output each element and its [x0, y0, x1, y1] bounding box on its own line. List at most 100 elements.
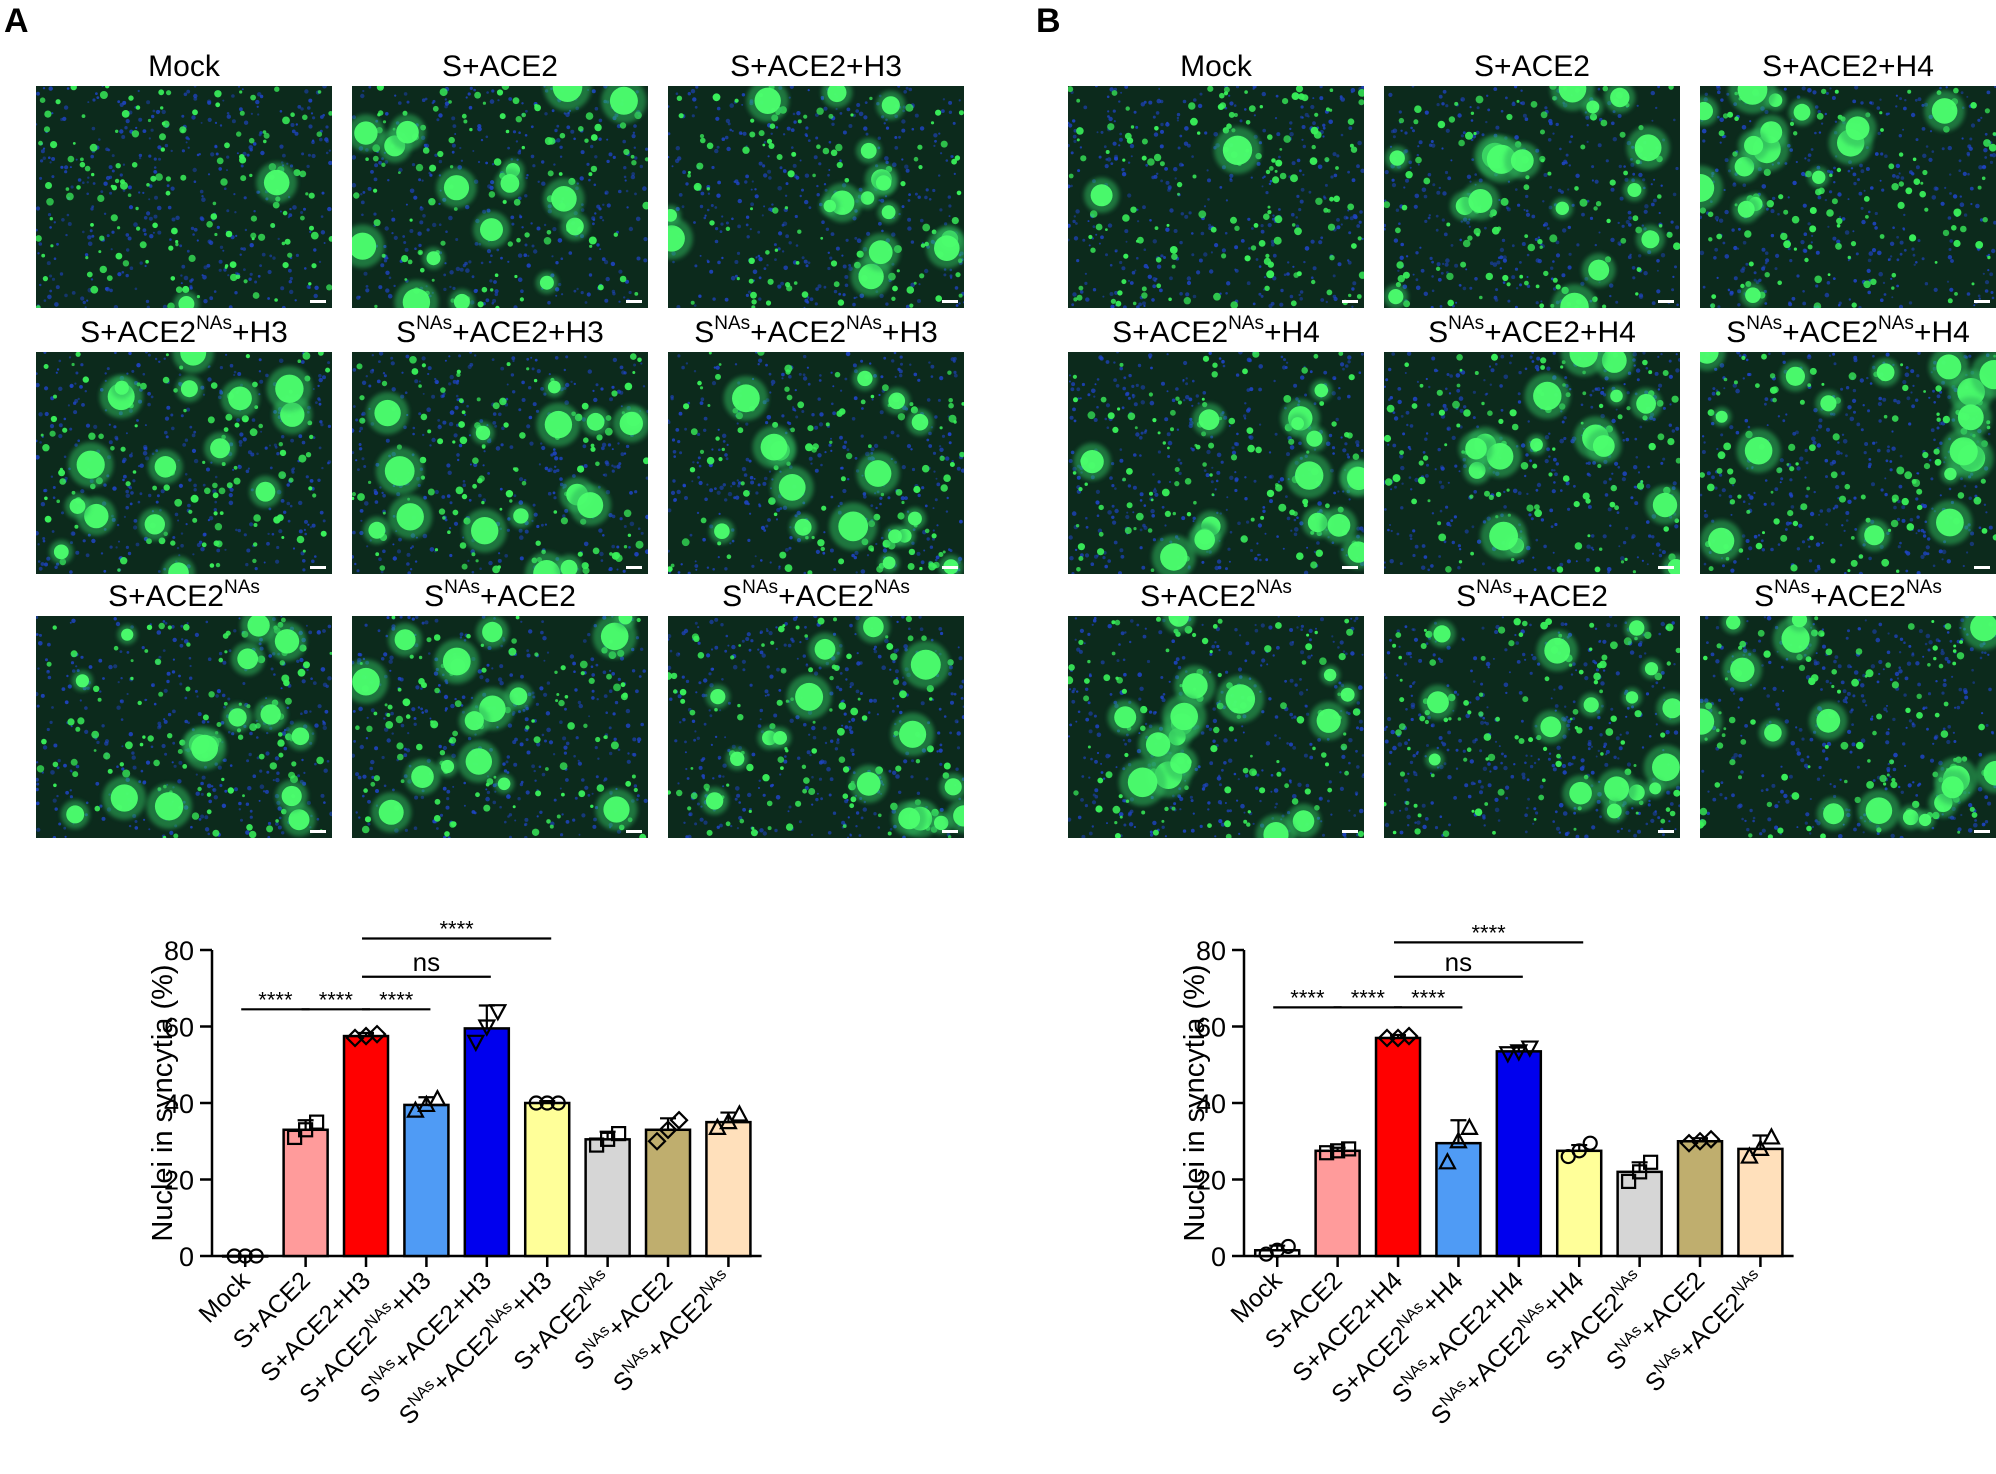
data-point	[367, 1024, 387, 1044]
data-point	[539, 1095, 555, 1111]
micrograph-label-part: NAs	[1746, 313, 1783, 334]
fluorescence-micrograph	[352, 352, 648, 574]
y-axis-label: Nuclei in syncytia (%)	[1179, 964, 1211, 1241]
data-point	[611, 1126, 627, 1142]
micrograph-label-part: +H4	[1913, 316, 1970, 349]
bar-group	[282, 1114, 329, 1267]
micrograph-label-part: +H3	[881, 316, 938, 349]
micrograph-label-part: S+ACE2	[1140, 580, 1256, 613]
micrograph-label-part: S+ACE2+H3	[730, 50, 902, 83]
micrograph-label-part: NAs	[1878, 313, 1914, 334]
bar	[1737, 1147, 1784, 1258]
data-point	[1751, 1138, 1770, 1156]
y-tick-label: 80	[164, 936, 194, 966]
micrograph-label-part: NAs	[714, 313, 751, 334]
micrograph-label: S+ACE2NAs+H3	[34, 314, 334, 350]
micrograph-label-part: +ACE2+H4	[1484, 316, 1636, 349]
micrograph-label-part: S+ACE2	[1112, 316, 1229, 349]
micrograph-label-part: S	[1428, 316, 1449, 349]
micrograph-label-part: S	[722, 580, 743, 613]
data-point	[466, 1034, 486, 1053]
micrograph-label: SNAs+ACE2NAs	[1698, 577, 1996, 614]
bar-group	[1737, 1127, 1784, 1267]
micrograph-label: S+ACE2+H3	[666, 50, 966, 84]
data-point	[477, 1019, 497, 1037]
data-point	[1701, 1129, 1721, 1149]
data-point	[248, 1248, 264, 1264]
micrograph-label: SNAs+ACE2NAs	[666, 577, 966, 614]
micrograph-label: SNAs+ACE2	[350, 577, 650, 614]
significance-label: ****	[1471, 920, 1506, 945]
significance-label: ****	[439, 917, 474, 942]
micrograph-label-part: +ACE2+H3	[452, 316, 604, 349]
bar	[1314, 1149, 1361, 1258]
bar	[705, 1120, 752, 1258]
bar-group	[705, 1104, 752, 1267]
micrograph-label: S+ACE2NAs+H4	[1066, 313, 1366, 350]
micrograph-label-part: +H3	[231, 316, 288, 349]
micrograph-label: S+ACE2NAs	[34, 578, 334, 614]
bar	[584, 1138, 631, 1258]
bar	[342, 1034, 390, 1258]
data-point	[488, 1004, 508, 1022]
data-point	[1280, 1238, 1296, 1255]
bar-group	[463, 1004, 511, 1267]
data-point	[309, 1114, 325, 1130]
micrograph-label: SNAs+ACE2NAs+H4	[1698, 313, 1996, 350]
fluorescence-micrograph	[668, 352, 964, 574]
data-point	[1690, 1131, 1710, 1151]
data-point	[1330, 1143, 1346, 1159]
micrograph-label-part: NAs	[742, 577, 779, 598]
micrograph-label-part: NAs	[1448, 313, 1485, 334]
panel-b: B Mock S+ACE2 S+ACE2+H4 S+ACE2NAs+H4 SNAs+AC…	[1032, 0, 1996, 1474]
micrograph-label: S+ACE2	[350, 50, 650, 84]
micrograph-label-part: S	[1456, 580, 1477, 613]
bar-group	[1555, 1135, 1603, 1267]
data-point	[1643, 1154, 1659, 1170]
fluorescence-micrograph	[36, 86, 332, 308]
micrograph-label-part: Mock	[1180, 50, 1252, 83]
micrograph-label-part: NAs	[1905, 577, 1942, 598]
bar-group	[1495, 1040, 1543, 1267]
bar-group	[1676, 1129, 1724, 1267]
micrograph-label-part: S	[424, 580, 445, 613]
micrograph-label: S+ACE2+H4	[1698, 50, 1996, 84]
micrograph-label-part: +ACE2	[480, 580, 576, 613]
fluorescence-micrograph	[1384, 86, 1680, 308]
bar-group	[1374, 1026, 1422, 1267]
micrograph-label: S+ACE2	[1382, 50, 1682, 84]
significance-label: ****	[258, 987, 293, 1012]
y-tick-label: 80	[1196, 936, 1226, 966]
data-point	[1762, 1127, 1781, 1145]
micrograph-label-part: +H4	[1263, 316, 1320, 349]
micrograph-label: Mock	[1066, 50, 1366, 84]
data-point	[550, 1095, 566, 1111]
data-point	[1460, 1117, 1479, 1135]
bar	[403, 1103, 450, 1258]
data-point	[1520, 1040, 1540, 1058]
micrograph-label-part: S+ACE2	[80, 316, 197, 349]
micrograph-label-part: S	[694, 316, 715, 349]
data-point	[1341, 1141, 1357, 1157]
data-point	[1509, 1044, 1529, 1062]
micrograph-label: SNAs+ACE2	[1382, 578, 1682, 614]
bar-group	[584, 1126, 631, 1267]
bar-group	[644, 1110, 692, 1267]
bar	[1374, 1036, 1422, 1258]
fluorescence-micrograph	[1068, 352, 1364, 574]
micrograph-label: Mock	[34, 50, 334, 84]
data-point	[528, 1095, 544, 1111]
data-point	[1679, 1133, 1699, 1153]
micrograph-label-part: S	[396, 316, 417, 349]
bar	[1495, 1050, 1543, 1258]
bar	[1676, 1140, 1724, 1258]
data-point	[730, 1104, 749, 1122]
micrograph-label: SNAs+ACE2NAs+H3	[666, 313, 966, 350]
micrograph-label-part: NAs	[1228, 313, 1264, 334]
micrograph-label-part: +ACE2	[778, 580, 874, 613]
fluorescence-micrograph	[36, 352, 332, 574]
fluorescence-micrograph	[1700, 616, 1996, 838]
micrograph-label-part: NAs	[444, 577, 481, 598]
data-point	[1632, 1164, 1648, 1180]
significance-label: ****	[1290, 985, 1325, 1010]
